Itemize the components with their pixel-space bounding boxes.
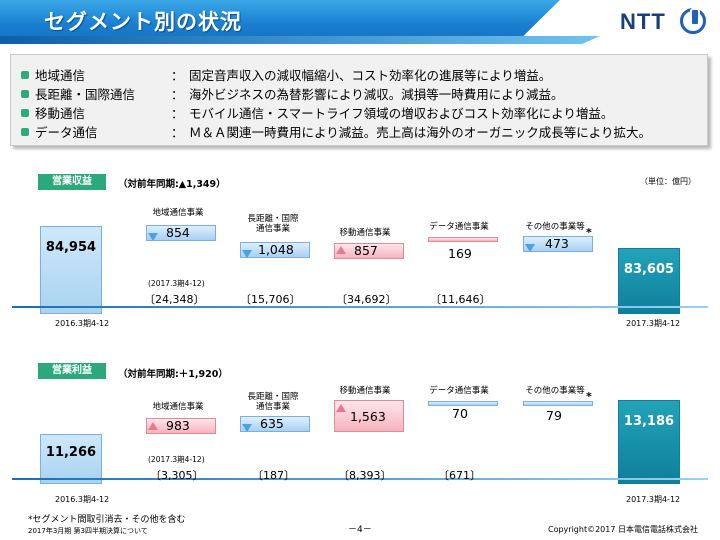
segment-value: 70 bbox=[452, 406, 468, 421]
summary-value: モバイル通信・スマートライフ領域の増収およびコスト効率化により増益。 bbox=[189, 106, 614, 121]
segment-label: 地域通信事業 bbox=[152, 402, 204, 412]
bullet-icon bbox=[21, 127, 29, 136]
segment-label: その他の事業等 bbox=[525, 386, 585, 396]
bullet-icon bbox=[21, 89, 29, 98]
summary-row: データ通信 ： Ｍ＆Ａ関連一時費用により減益。売上高は海外のオーガニック成長等に… bbox=[21, 122, 707, 141]
segment-bar bbox=[523, 401, 593, 406]
summary-key: データ通信 bbox=[35, 125, 98, 140]
segment-label: 長距離・国際 通信事業 bbox=[247, 392, 299, 412]
arrow-up-icon bbox=[336, 404, 346, 412]
segment-label: 長距離・国際 通信事業 bbox=[247, 214, 299, 234]
revenue-end-value: 83,605 bbox=[623, 262, 675, 277]
segment-value: 169 bbox=[448, 246, 472, 261]
segment-label: データ通信事業 bbox=[429, 386, 489, 396]
summary-row: 長距離・国際通信 ： 海外ビジネスの為替影響により減収。減損等一時費用により減益… bbox=[21, 84, 707, 103]
segment-bar bbox=[428, 237, 498, 242]
summary-value: 固定音声収入の減収幅縮小、コスト効率化の進展等により増益。 bbox=[189, 68, 552, 83]
revenue-start-bar bbox=[40, 226, 102, 314]
arrow-up-icon bbox=[148, 422, 158, 430]
segment-bar bbox=[146, 418, 216, 434]
summary-colon: ： bbox=[171, 125, 184, 140]
footnote-star: * bbox=[586, 390, 592, 403]
header-accent bbox=[0, 36, 600, 44]
footnote: *セグメント間取引消去・その他を含む bbox=[28, 515, 186, 525]
bracket-caption: (2017.3期4-12) bbox=[148, 279, 205, 288]
summary-key: 長距離・国際通信 bbox=[35, 87, 136, 102]
bracket-caption: (2017.3期4-12) bbox=[148, 455, 205, 464]
segment-bar bbox=[428, 401, 498, 406]
header-banner: セグメント別の状況 NTT bbox=[0, 0, 720, 44]
summary-key: 移動通信 bbox=[35, 106, 86, 121]
unit-label: （単位：億円） bbox=[640, 177, 696, 186]
segment-bracket: 〔187〕 bbox=[252, 469, 295, 482]
revenue-start-value: 84,954 bbox=[45, 240, 97, 255]
summary-value: Ｍ＆Ａ関連一時費用により減益。売上高は海外のオーガニック成長等により拡大。 bbox=[189, 125, 652, 140]
segment-bar bbox=[240, 242, 310, 258]
profit-end-period: 2017.3期4-12 bbox=[626, 495, 681, 504]
arrow-up-icon bbox=[336, 246, 346, 254]
segment-label: その他の事業等 bbox=[525, 222, 585, 232]
ntt-logo-text: NTT bbox=[620, 9, 666, 34]
revenue-baseline bbox=[12, 306, 708, 308]
profit-baseline bbox=[12, 478, 708, 480]
revenue-yoy: （対前年同期:▲1,349） bbox=[118, 179, 226, 190]
segment-value: 635 bbox=[260, 416, 284, 431]
segment-bracket: 〔24,348〕 bbox=[144, 293, 205, 306]
footnote-star: * bbox=[586, 226, 592, 239]
arrow-down-icon bbox=[148, 233, 158, 241]
revenue-end-bar bbox=[618, 248, 680, 314]
segment-bracket: 〔671〕 bbox=[438, 469, 481, 482]
segment-label: 地域通信事業 bbox=[152, 208, 204, 218]
segment-value: 854 bbox=[166, 225, 190, 240]
segment-bracket: 〔34,692〕 bbox=[336, 293, 397, 306]
profit-start-period: 2016.3期4-12 bbox=[55, 495, 110, 504]
profit-yoy: （対前年同期:＋1,920） bbox=[118, 369, 228, 380]
revenue-start-period: 2016.3期4-12 bbox=[55, 319, 110, 328]
summary-key: 地域通信 bbox=[35, 68, 86, 83]
summary-colon: ： bbox=[171, 106, 184, 121]
segment-value: 1,563 bbox=[350, 409, 386, 424]
copyright: Copyright©2017 日本電信電話株式会社 bbox=[548, 525, 698, 534]
profit-start-bar bbox=[40, 434, 102, 484]
segment-value: 473 bbox=[545, 236, 569, 251]
segment-bracket: 〔3,305〕 bbox=[150, 469, 204, 482]
profit-label: 営業利益 bbox=[38, 363, 106, 379]
segment-bar bbox=[523, 236, 593, 252]
summary-colon: ： bbox=[171, 87, 184, 102]
bullet-icon bbox=[21, 70, 29, 79]
page-number: －4－ bbox=[348, 525, 372, 535]
arrow-down-icon bbox=[525, 244, 535, 252]
document-title: 2017年3月期 第3四半期決算について bbox=[28, 527, 148, 535]
segment-bar bbox=[146, 225, 216, 241]
page-title: セグメント別の状況 bbox=[44, 10, 242, 34]
revenue-end-period: 2017.3期4-12 bbox=[626, 319, 681, 328]
segment-bar bbox=[334, 243, 404, 259]
segment-value: 1,048 bbox=[258, 242, 294, 257]
summary-value: 海外ビジネスの為替影響により減収。減損等一時費用により減益。 bbox=[189, 87, 564, 102]
profit-end-bar bbox=[618, 400, 680, 484]
profit-end-value: 13,186 bbox=[623, 414, 675, 429]
ntt-logo-icon bbox=[680, 8, 706, 34]
segment-label: 移動通信事業 bbox=[339, 228, 391, 238]
summary-row: 地域通信 ： 固定音声収入の減収幅縮小、コスト効率化の進展等により増益。 bbox=[21, 65, 707, 84]
profit-start-value: 11,266 bbox=[45, 445, 97, 460]
arrow-down-icon bbox=[242, 250, 252, 258]
segment-bracket: 〔15,706〕 bbox=[240, 293, 301, 306]
segment-bar bbox=[240, 416, 310, 432]
segment-label: 移動通信事業 bbox=[339, 386, 391, 396]
segment-bracket: 〔11,646〕 bbox=[430, 293, 491, 306]
summary-box: 地域通信 ： 固定音声収入の減収幅縮小、コスト効率化の進展等により増益。 長距離… bbox=[10, 54, 708, 146]
revenue-label: 営業収益 bbox=[38, 174, 106, 190]
segment-bracket: 〔8,393〕 bbox=[338, 469, 392, 482]
bullet-icon bbox=[21, 108, 29, 117]
segment-value: 983 bbox=[166, 418, 190, 433]
arrow-down-icon bbox=[242, 424, 252, 432]
summary-colon: ： bbox=[171, 68, 184, 83]
segment-label: データ通信事業 bbox=[429, 222, 489, 232]
summary-row: 移動通信 ： モバイル通信・スマートライフ領域の増収およびコスト効率化により増益… bbox=[21, 103, 707, 122]
segment-value: 79 bbox=[546, 408, 562, 423]
segment-value: 857 bbox=[354, 243, 378, 258]
